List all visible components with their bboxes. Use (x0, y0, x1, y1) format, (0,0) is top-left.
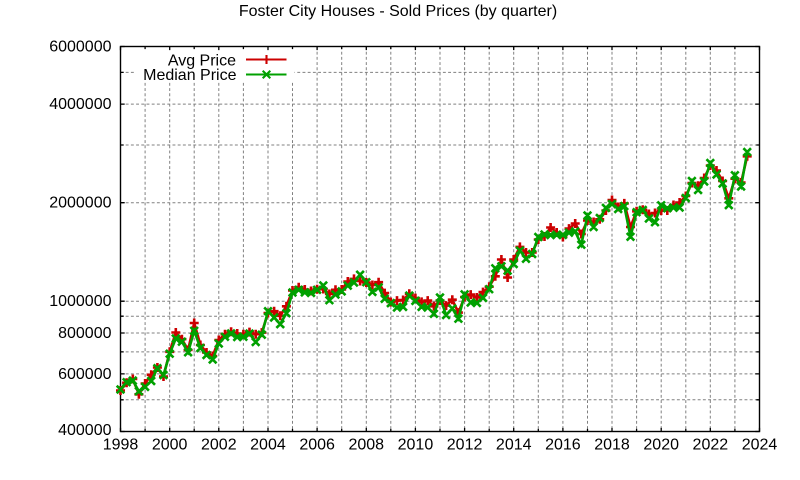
svg-text:1998: 1998 (103, 436, 139, 453)
svg-text:2018: 2018 (594, 436, 630, 453)
svg-text:2004: 2004 (250, 436, 286, 453)
svg-text:4000000: 4000000 (49, 96, 111, 113)
svg-text:2002: 2002 (201, 436, 237, 453)
svg-text:2008: 2008 (348, 436, 384, 453)
svg-text:2006: 2006 (299, 436, 335, 453)
svg-text:2022: 2022 (693, 436, 729, 453)
svg-text:2000: 2000 (152, 436, 188, 453)
svg-text:Median Price: Median Price (143, 67, 236, 84)
svg-text:Foster City Houses - Sold Pric: Foster City Houses - Sold Prices (by qua… (239, 3, 557, 20)
svg-text:Avg Price: Avg Price (168, 52, 236, 69)
svg-text:2024: 2024 (742, 436, 778, 453)
svg-text:600000: 600000 (58, 366, 111, 383)
svg-text:2016: 2016 (545, 436, 581, 453)
svg-text:6000000: 6000000 (49, 39, 111, 56)
svg-text:2010: 2010 (398, 436, 434, 453)
svg-text:1000000: 1000000 (49, 293, 111, 310)
svg-text:400000: 400000 (58, 422, 111, 439)
svg-text:2012: 2012 (447, 436, 483, 453)
svg-text:800000: 800000 (58, 325, 111, 342)
svg-text:2020: 2020 (643, 436, 679, 453)
svg-text:2000000: 2000000 (49, 195, 111, 212)
svg-text:2014: 2014 (496, 436, 532, 453)
